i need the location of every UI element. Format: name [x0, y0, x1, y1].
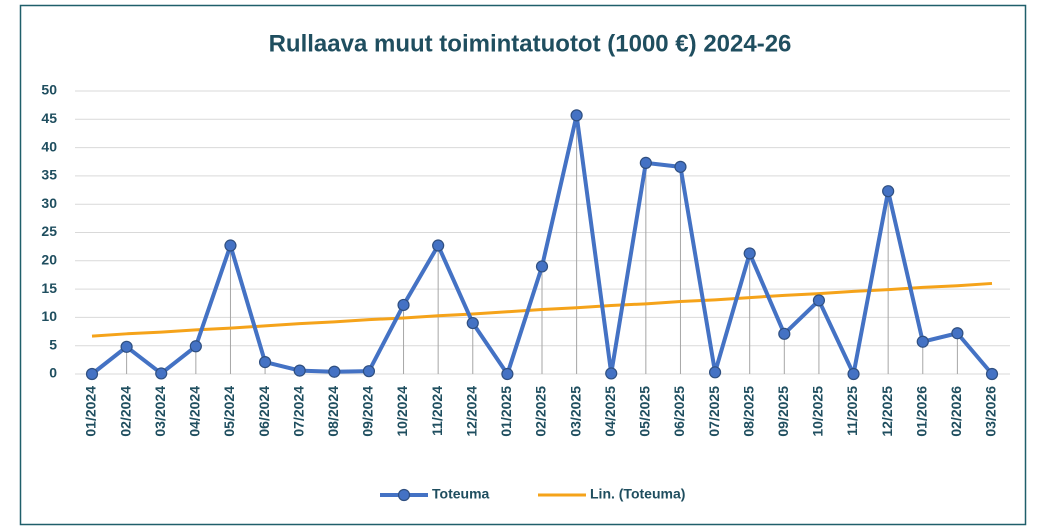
x-tick-label: 01/2025 [498, 386, 514, 437]
point [605, 367, 618, 380]
x-tick-label: 05/2025 [637, 386, 653, 437]
x-tick-label: 08/2025 [740, 386, 756, 437]
x-tick-label: 01/2024 [83, 386, 99, 437]
y-tick-label: 20 [41, 252, 57, 268]
x-tick-label: 03/2026 [983, 386, 999, 437]
point [85, 367, 99, 381]
point [743, 247, 756, 260]
point [120, 340, 133, 353]
chart-title: Rullaava muut toimintatuotot (1000 €) 20… [269, 30, 792, 57]
point [916, 335, 929, 348]
point [189, 340, 202, 353]
point [535, 260, 549, 273]
point [293, 364, 306, 377]
point [847, 367, 860, 381]
x-tick-label: 12/2025 [879, 386, 895, 437]
point [882, 185, 895, 198]
legend-marker [397, 488, 411, 502]
point [812, 294, 826, 307]
series-line [91, 281, 993, 338]
point [708, 366, 722, 379]
point [432, 239, 445, 252]
point [674, 160, 687, 173]
x-tick-label: 03/2025 [567, 386, 583, 437]
y-tick-label: 45 [41, 110, 57, 126]
x-tick-label: 10/2024 [394, 386, 410, 437]
x-tick-label: 08/2024 [325, 386, 341, 437]
x-tick-label: 06/2024 [256, 386, 272, 437]
x-tick-label: 07/2024 [290, 386, 306, 437]
y-tick-label: 10 [41, 308, 57, 324]
point [778, 327, 791, 340]
point [951, 327, 964, 340]
legend-label: Lin. (Toteuma) [590, 486, 685, 502]
x-tick-label: 09/2024 [360, 386, 376, 437]
x-tick-label: 02/2026 [948, 386, 964, 437]
x-tick-label: 10/2025 [810, 386, 826, 437]
point [570, 109, 583, 122]
point [639, 156, 652, 169]
x-tick-label: 09/2025 [775, 386, 791, 437]
point [466, 316, 479, 330]
x-tick-label: 11/2025 [844, 386, 860, 436]
point [328, 365, 341, 378]
x-tick-label: 11/2024 [429, 386, 445, 436]
y-tick-label: 5 [49, 336, 57, 352]
y-tick-label: 15 [41, 280, 57, 296]
y-tick-label: 30 [41, 195, 57, 211]
point [258, 356, 272, 369]
point [155, 367, 168, 380]
x-tick-label: 07/2025 [706, 386, 722, 437]
point [362, 365, 376, 378]
point [501, 367, 514, 381]
x-tick-label: 05/2024 [221, 386, 237, 437]
y-tick-label: 35 [41, 167, 57, 183]
point [397, 298, 410, 312]
x-tick-label: 04/2025 [602, 386, 618, 437]
y-tick-label: 50 [41, 82, 57, 98]
x-tick-label: 01/2026 [913, 386, 929, 437]
x-tick-label: 12/2024 [463, 386, 479, 437]
x-tick-label: 04/2024 [187, 386, 203, 437]
y-tick-label: 0 [49, 365, 57, 381]
x-tick-label: 06/2025 [671, 386, 687, 437]
x-tick-label: 02/2025 [533, 386, 549, 437]
y-tick-label: 25 [41, 223, 57, 239]
x-tick-label: 03/2024 [152, 386, 168, 437]
x-tick-label: 02/2024 [117, 386, 133, 437]
point [224, 239, 237, 252]
point [985, 367, 999, 381]
chart-border [19, 4, 1027, 526]
y-tick-label: 40 [41, 138, 57, 154]
legend-label: Toteuma [432, 486, 490, 502]
